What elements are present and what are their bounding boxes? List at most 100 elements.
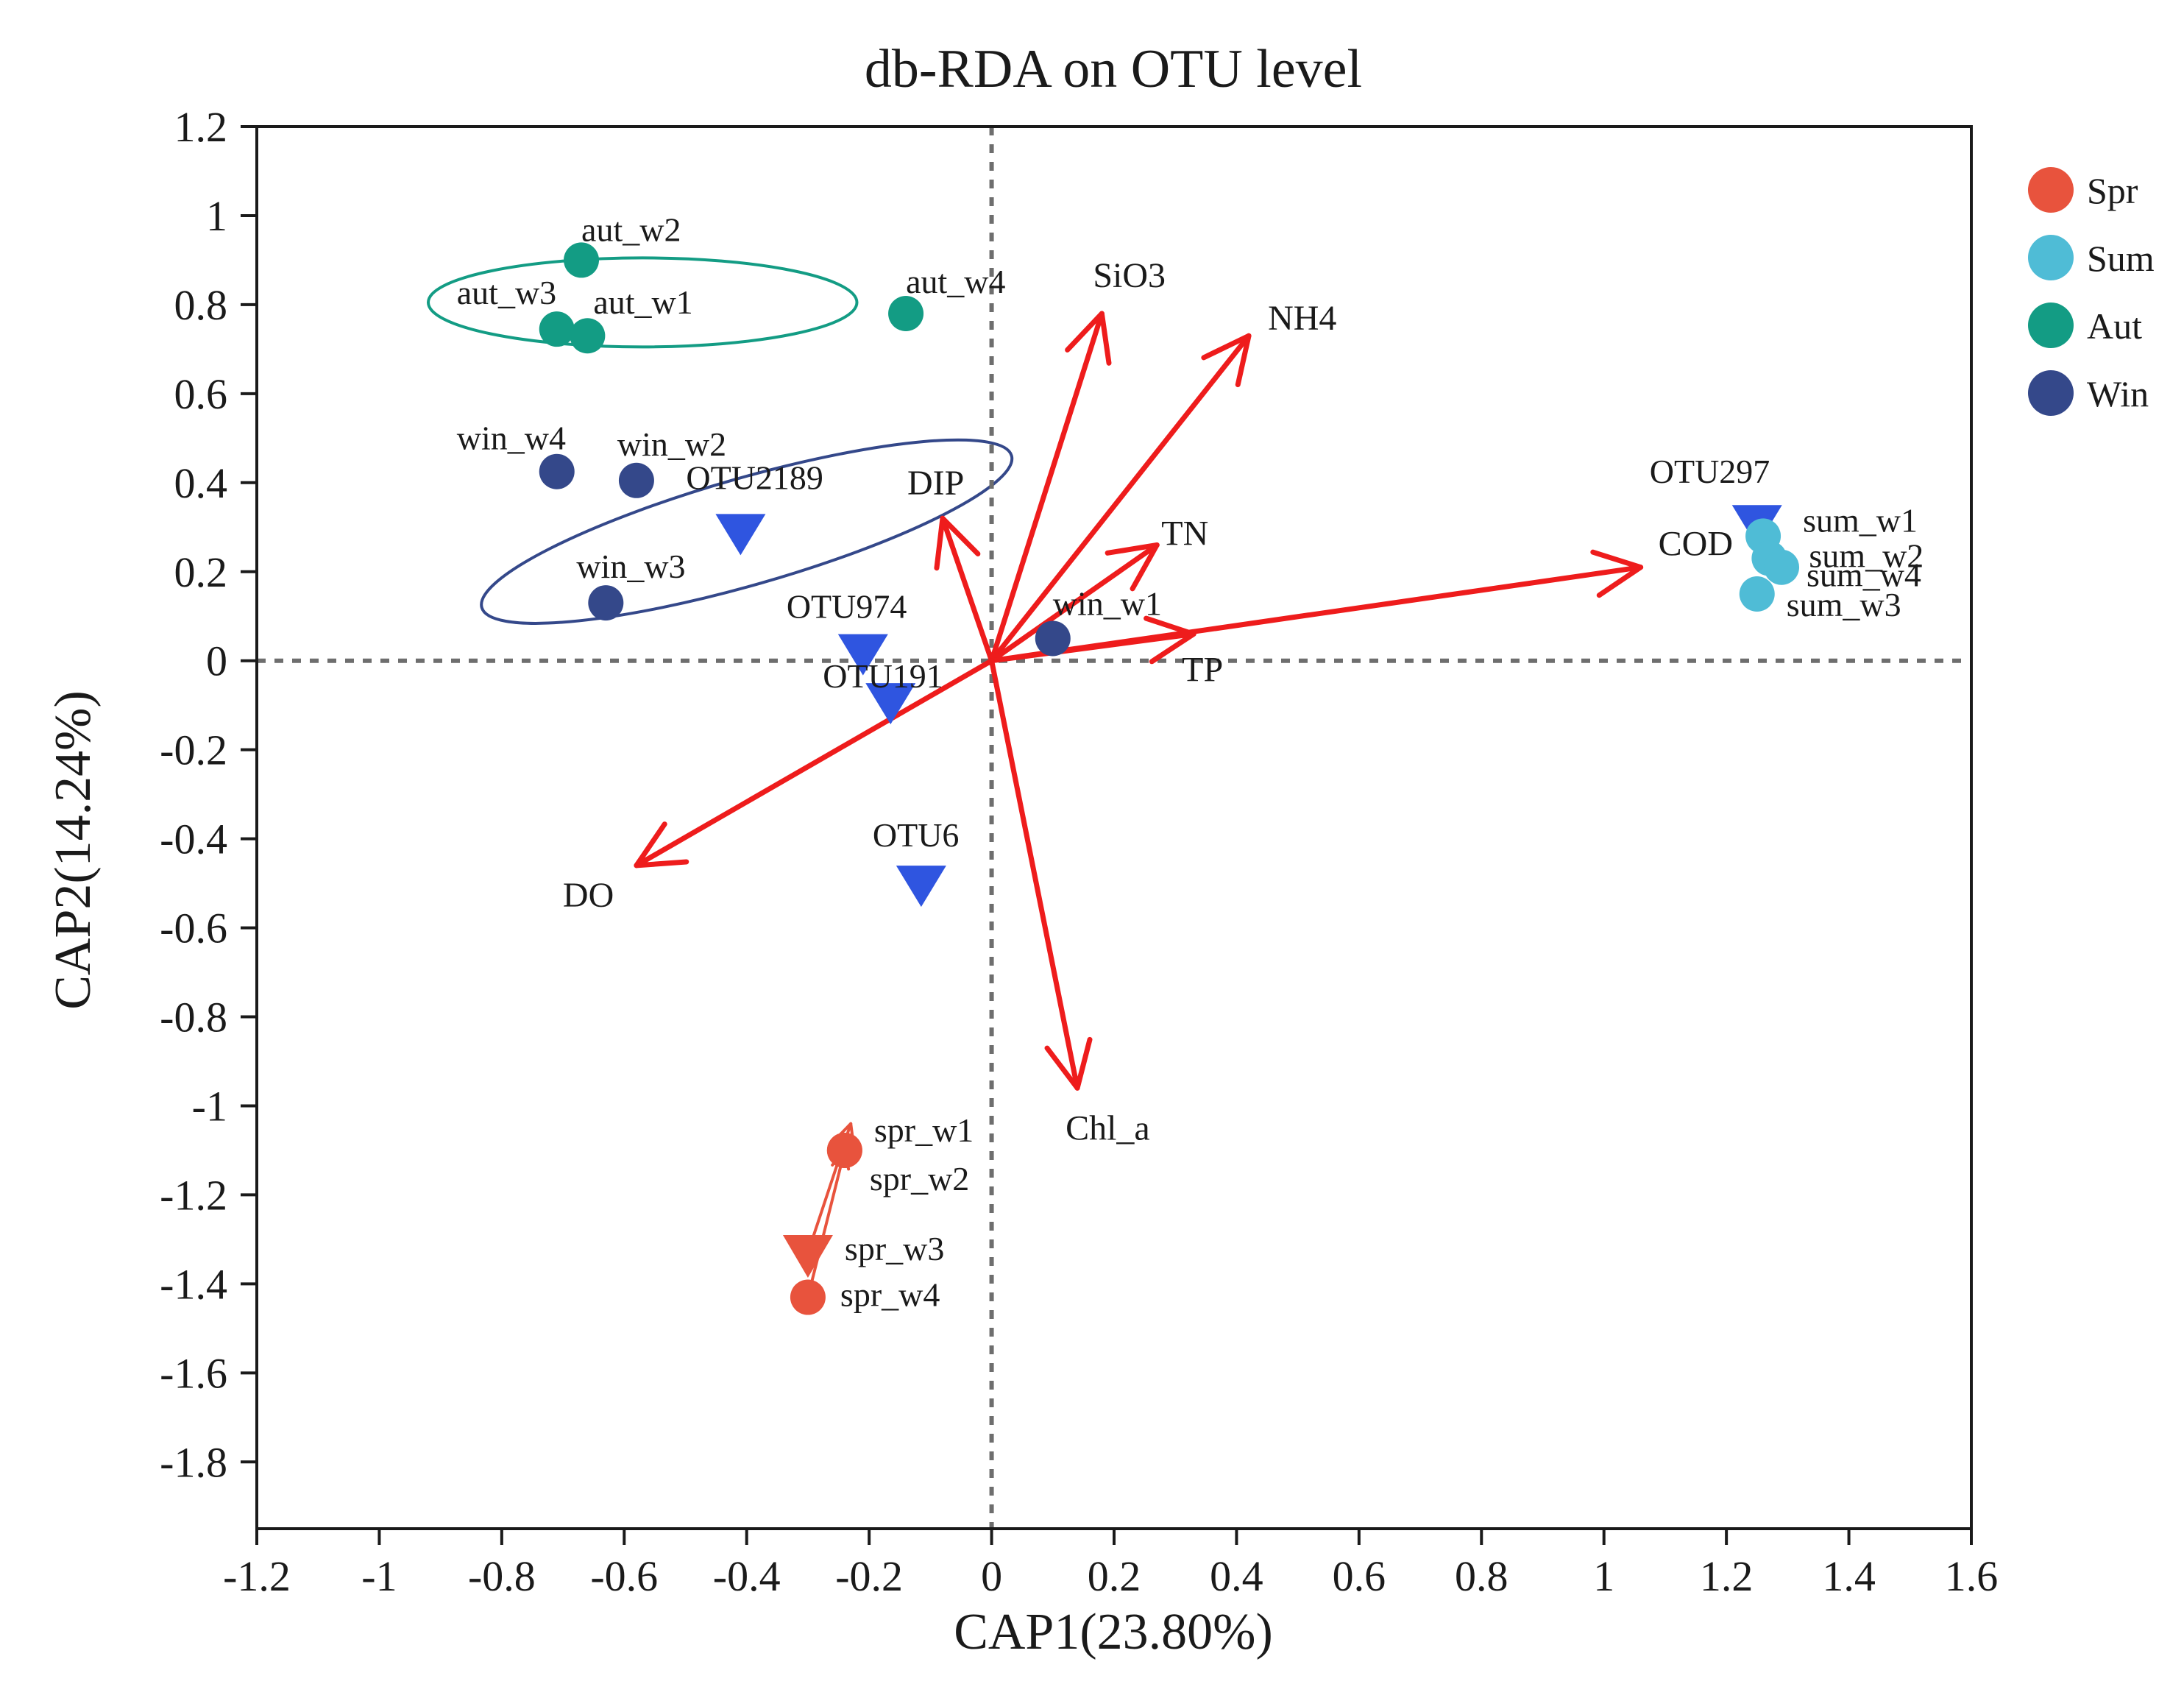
sample-marker-spr-w3 xyxy=(782,1235,833,1278)
sample-marker-win-w1 xyxy=(1035,620,1071,657)
species-label-otu974: OTU974 xyxy=(787,588,907,626)
species-label-otu297: OTU297 xyxy=(1650,453,1770,490)
legend-item-spr: Spr xyxy=(2028,167,2138,213)
x-axis-title: CAP1(23.80%) xyxy=(954,1604,1273,1660)
legend-label: Spr xyxy=(2087,170,2138,211)
vector-label-nh4: NH4 xyxy=(1268,299,1336,338)
sample-marker-aut-w4 xyxy=(888,296,924,331)
label-layer: SiO3 NH4 TN DIP COD TP DO Chl_a OTU2189 OTU974 OTU… xyxy=(457,210,1924,1313)
sample-label-spr-w3: spr_w3 xyxy=(845,1230,944,1267)
sample-label-spr-w1: spr_w1 xyxy=(874,1111,974,1149)
y-tick-label: 0.8 xyxy=(174,281,228,329)
sample-label-spr-w2: spr_w2 xyxy=(870,1160,969,1197)
x-tick-label: 1.6 xyxy=(1945,1552,1999,1600)
sample-label-win-w2: win_w2 xyxy=(617,425,726,463)
sample-marker-aut-w3 xyxy=(539,311,575,347)
species-marker-otu2189 xyxy=(715,514,766,556)
legend-marker xyxy=(2028,370,2074,416)
y-tick-label: 0.6 xyxy=(174,370,228,418)
ellipse-layer xyxy=(427,256,1014,625)
species-marker-otu6 xyxy=(896,866,946,908)
y-tick-label: 0.2 xyxy=(174,548,228,596)
y-tick-label: -1.2 xyxy=(160,1171,227,1219)
chart-title: db-RDA on OTU level xyxy=(865,39,1362,99)
species-label-otu191: OTU191 xyxy=(823,657,943,695)
species-label-otu2189: OTU2189 xyxy=(686,459,823,496)
y-tick-label: 0.4 xyxy=(174,459,228,507)
sample-label-win-w1: win_w1 xyxy=(1053,584,1162,622)
sample-label-sum-w4: sum_w4 xyxy=(1807,556,1921,594)
y-tick-label: -0.4 xyxy=(160,816,227,863)
vector-arrow-dip xyxy=(934,515,995,664)
legend-marker xyxy=(2028,303,2074,348)
sample-label-sum-w1: sum_w1 xyxy=(1803,501,1918,539)
y-tick-label: -1.8 xyxy=(160,1438,227,1486)
sample-label-aut-w3: aut_w3 xyxy=(457,274,556,311)
sample-marker-sum-w3 xyxy=(1739,576,1775,612)
x-tick-label: -1.2 xyxy=(223,1552,291,1600)
sample-marker-aut-w1 xyxy=(570,318,606,354)
x-tick-label: 0.8 xyxy=(1455,1552,1508,1600)
x-tick-label: -0.2 xyxy=(835,1552,903,1600)
x-axis: -1.2 -1 -0.8 -0.6 -0.4 -0.2 0 0.2 0.4 0.6 0.8 1 1.2 1… xyxy=(223,1529,1998,1600)
species-marker-otu974 xyxy=(837,634,888,676)
x-tick-label: 0.4 xyxy=(1210,1552,1263,1600)
x-tick-label: 1 xyxy=(1593,1552,1614,1600)
x-tick-label: -1 xyxy=(361,1552,397,1600)
sample-label-sum-w2: sum_w2 xyxy=(1809,537,1924,575)
vector-label-tp: TP xyxy=(1182,650,1223,689)
vector-label-tn: TN xyxy=(1161,514,1208,553)
sample-label-aut-w2: aut_w2 xyxy=(581,210,681,248)
x-tick-label: 1.4 xyxy=(1822,1552,1876,1600)
x-tick-label: -0.4 xyxy=(713,1552,781,1600)
y-tick-label: -1.6 xyxy=(160,1349,227,1397)
y-axis: 1.2 1 0.8 0.6 0.4 0.2 0 -0.2 -0.4 -0.6 -0.8 -1 -1.2 -… xyxy=(160,103,257,1486)
x-tick-label: -0.6 xyxy=(590,1552,658,1600)
vector-label-sio3: SiO3 xyxy=(1093,256,1166,295)
vector-arrow-sio3 xyxy=(989,311,1112,664)
x-tick-label: 0 xyxy=(981,1552,1002,1600)
y-tick-label: -0.8 xyxy=(160,994,227,1041)
y-tick-label: 1 xyxy=(206,192,227,240)
vector-arrow-tp xyxy=(989,615,1196,665)
sample-label-spr-w4: spr_w4 xyxy=(840,1276,940,1314)
y-tick-label: -1 xyxy=(192,1082,227,1130)
x-tick-label: 1.2 xyxy=(1700,1552,1754,1600)
win-group-ellipse xyxy=(480,438,1014,625)
vector-label-do: DO xyxy=(563,876,614,915)
sample-label-aut-w4: aut_w4 xyxy=(906,263,1005,300)
x-tick-label: 0.2 xyxy=(1088,1552,1141,1600)
x-tick-label: -0.8 xyxy=(468,1552,536,1600)
vector-layer xyxy=(634,311,1644,1091)
species-marker-otu191 xyxy=(865,683,916,725)
sample-marker-aut-w2 xyxy=(564,242,600,278)
sample-marker-win-w4 xyxy=(539,453,575,489)
sample-label-win-w3: win_w3 xyxy=(576,548,685,585)
legend: Spr Sum Aut Win xyxy=(2028,167,2155,416)
y-tick-label: 0 xyxy=(206,637,227,685)
legend-label: Sum xyxy=(2087,238,2155,279)
x-tick-label: 0.6 xyxy=(1333,1552,1386,1600)
sample-marker-spr-w4 xyxy=(790,1279,826,1315)
vector-label-chl-a: Chl_a xyxy=(1066,1108,1150,1147)
y-tick-label: 1.2 xyxy=(174,103,228,151)
sample-label-sum-w3: sum_w3 xyxy=(1787,586,1901,623)
vector-arrow-tn xyxy=(989,542,1160,664)
sample-marker-win-w2 xyxy=(618,462,654,498)
sample-label-aut-w1: aut_w1 xyxy=(593,283,692,321)
y-axis-title: CAP2(14.24%) xyxy=(45,690,102,1010)
sample-marker-win-w3 xyxy=(588,585,624,621)
sample-marker-spr-w2 xyxy=(826,1132,862,1168)
vector-arrow-nh4 xyxy=(989,333,1252,664)
y-tick-label: -1.4 xyxy=(160,1260,227,1308)
vector-arrow-do xyxy=(634,658,995,868)
legend-label: Aut xyxy=(2087,305,2142,347)
sample-layer xyxy=(539,242,1800,1315)
legend-item-aut: Aut xyxy=(2028,303,2142,348)
legend-item-win: Win xyxy=(2028,370,2149,416)
vector-arrow-chl-a xyxy=(989,658,1093,1091)
legend-marker xyxy=(2028,235,2074,280)
sample-label-win-w4: win_w4 xyxy=(457,420,566,457)
sample-marker-sum-w4 xyxy=(1764,549,1800,585)
